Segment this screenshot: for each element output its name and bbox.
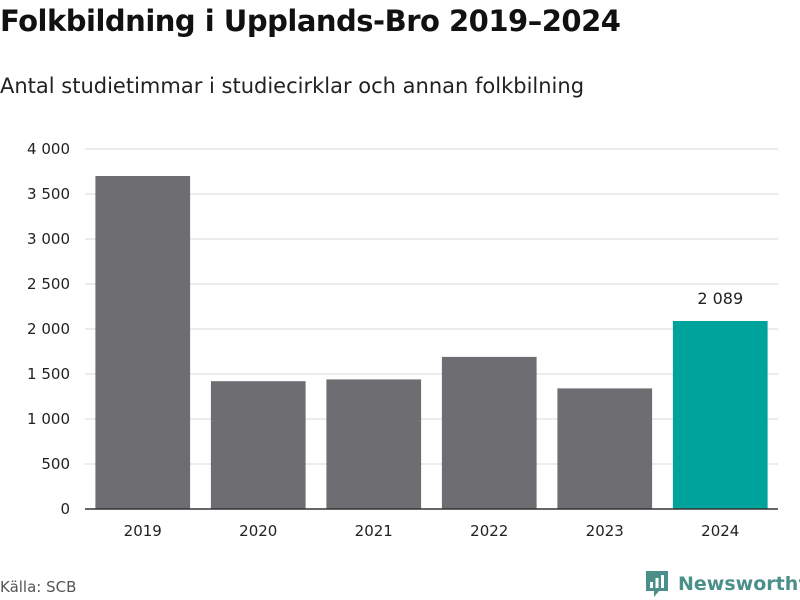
y-tick-label: 1 000: [27, 410, 70, 428]
chart-title: Folkbildning i Upplands-Bro 2019–2024: [0, 4, 621, 38]
brand-logo[interactable]: Newsworthy: [644, 569, 800, 599]
bar-2024: [672, 320, 768, 509]
x-tick-label: 2023: [586, 522, 624, 540]
y-axis-tick-labels: 0 500 1 000 1 500 2 000 2 500 3 000 3 500 4 000: [27, 140, 70, 518]
bars: [95, 176, 768, 509]
source-note: Källa: SCB: [0, 578, 77, 596]
y-tick-label: 0: [60, 500, 70, 518]
chart-subtitle: Antal studietimmar i studiecirklar och a…: [0, 74, 585, 98]
x-tick-label: 2019: [124, 522, 162, 540]
x-tick-label: 2020: [239, 522, 277, 540]
x-tick-label: 2022: [470, 522, 508, 540]
bar-2021: [326, 379, 422, 509]
y-tick-label: 2 000: [27, 320, 70, 338]
y-tick-label: 1 500: [27, 365, 70, 383]
x-axis-tick-labels: 2019 2020 2021 2022 2023 2024: [124, 522, 740, 540]
y-tick-label: 500: [41, 455, 70, 473]
grid-lines: [85, 148, 778, 465]
bar-2022: [441, 356, 537, 509]
bar-2019: [95, 176, 191, 509]
data-label: 2 089: [697, 289, 743, 308]
bar-2020: [210, 381, 306, 509]
y-tick-label: 2 500: [27, 275, 70, 293]
data-labels: 2 089: [697, 289, 743, 308]
x-tick-label: 2021: [355, 522, 393, 540]
x-tick-label: 2024: [701, 522, 739, 540]
bar-2023: [557, 388, 653, 509]
y-tick-label: 4 000: [27, 140, 70, 158]
brand-name: Newsworthy: [678, 573, 800, 595]
y-tick-label: 3 500: [27, 185, 70, 203]
newsworthy-logo-icon: [646, 571, 668, 597]
y-tick-label: 3 000: [27, 230, 70, 248]
